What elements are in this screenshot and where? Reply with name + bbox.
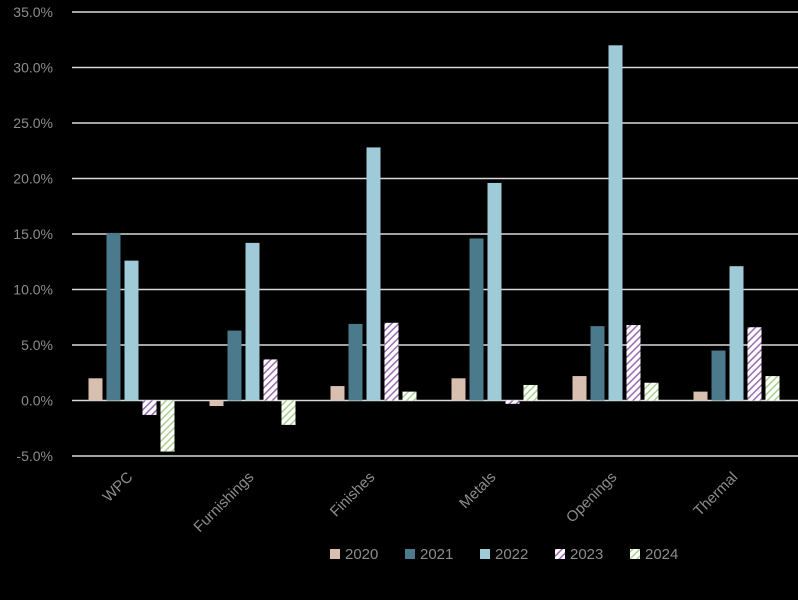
legend-swatch-2023 bbox=[555, 549, 565, 559]
legend-label: 2022 bbox=[495, 546, 528, 563]
bar-2020-thermal bbox=[693, 391, 708, 401]
y-axis-ticks: 35.0% 30.0% 25.0% 20.0% 15.0% 10.0% 5.0% 0.0% -5… bbox=[13, 4, 53, 464]
x-category-label: Finishes bbox=[327, 469, 379, 521]
x-category-label: Thermal bbox=[690, 469, 741, 520]
bar-2024-wpc bbox=[160, 400, 175, 452]
x-category-label: Metals bbox=[456, 469, 499, 512]
bar-2022-wpc bbox=[124, 260, 139, 401]
bar-2022-furnishings bbox=[245, 242, 260, 401]
bar-2024-finishes bbox=[402, 391, 417, 401]
bar-2024-thermal bbox=[765, 376, 780, 401]
bar-2022-openings bbox=[608, 45, 623, 401]
x-category-label: WPC bbox=[100, 469, 137, 506]
legend-swatch-2020 bbox=[330, 549, 340, 559]
x-axis-categories: WPC Furnishings Finishes Metals Openings Ther… bbox=[100, 469, 742, 536]
y-tick-label: 20.0% bbox=[13, 171, 53, 187]
y-tick-label: 0.0% bbox=[21, 393, 53, 409]
bar-2021-furnishings bbox=[227, 330, 242, 401]
y-tick-label: 25.0% bbox=[13, 115, 53, 131]
legend-label: 2023 bbox=[570, 546, 603, 563]
legend-label: 2020 bbox=[345, 546, 378, 563]
bar-2020-openings bbox=[572, 376, 587, 401]
legend-swatch-2021 bbox=[405, 549, 415, 559]
y-tick-label: 5.0% bbox=[21, 337, 53, 353]
y-tick-label: 15.0% bbox=[13, 226, 53, 242]
bar-2024-furnishings bbox=[281, 400, 296, 425]
bars bbox=[88, 45, 780, 452]
legend-swatch-2024 bbox=[630, 549, 640, 559]
legend-label: 2021 bbox=[420, 546, 453, 563]
bar-2021-finishes bbox=[348, 323, 363, 401]
bar-2023-openings bbox=[626, 325, 641, 401]
bar-2023-metals bbox=[505, 400, 520, 404]
bar-2022-metals bbox=[487, 182, 502, 401]
y-tick-label: 35.0% bbox=[13, 4, 53, 20]
gridlines bbox=[72, 11, 798, 457]
bar-2022-finishes bbox=[366, 147, 381, 401]
x-category-label: Openings bbox=[563, 469, 620, 526]
legend-swatch-2022 bbox=[480, 549, 490, 559]
bar-2021-thermal bbox=[711, 350, 726, 401]
y-tick-label: 10.0% bbox=[13, 282, 53, 298]
y-tick-label: -5.0% bbox=[16, 448, 53, 464]
bar-2023-finishes bbox=[384, 322, 399, 401]
bar-2023-wpc bbox=[142, 400, 157, 415]
bar-2023-furnishings bbox=[263, 359, 278, 401]
bar-2021-openings bbox=[590, 326, 605, 401]
y-tick-label: 30.0% bbox=[13, 60, 53, 76]
bar-2020-wpc bbox=[88, 378, 103, 401]
bar-2020-furnishings bbox=[209, 400, 224, 407]
bar-2024-metals bbox=[523, 384, 538, 401]
bar-2020-finishes bbox=[330, 386, 345, 401]
bar-2021-metals bbox=[469, 238, 484, 401]
bar-2024-openings bbox=[644, 382, 659, 401]
bar-2020-metals bbox=[451, 378, 466, 401]
bar-2022-thermal bbox=[729, 266, 744, 401]
bar-2023-thermal bbox=[747, 327, 762, 401]
x-category-label: Furnishings bbox=[190, 469, 257, 536]
bar-2021-wpc bbox=[106, 232, 121, 401]
legend: 2020 2021 2022 2023 2024 bbox=[330, 546, 678, 563]
legend-label: 2024 bbox=[645, 546, 678, 563]
